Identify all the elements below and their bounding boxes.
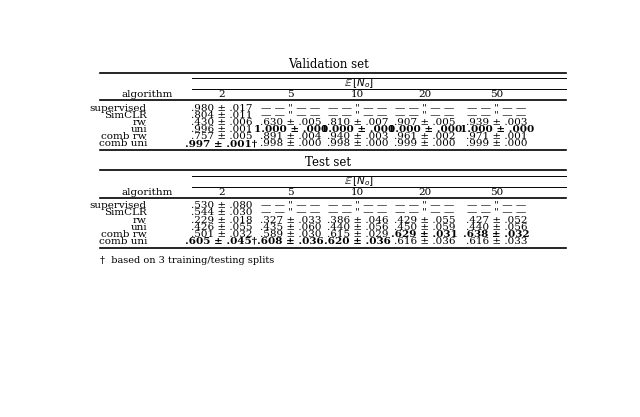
- Text: .961 ± .002: .961 ± .002: [394, 132, 456, 141]
- Text: 10: 10: [351, 188, 364, 197]
- Text: — — " — —: — — " — —: [467, 111, 526, 120]
- Text: .940 ± .003: .940 ± .003: [327, 132, 388, 141]
- Text: .429 ± .055: .429 ± .055: [394, 216, 456, 225]
- Text: .450 ± .059: .450 ± .059: [394, 223, 456, 232]
- Text: .996 ± .001: .996 ± .001: [191, 125, 252, 134]
- Text: 1.000 ± .000: 1.000 ± .000: [321, 125, 395, 134]
- Text: .757 ± .005: .757 ± .005: [191, 132, 252, 141]
- Text: .426 ± .055: .426 ± .055: [191, 223, 252, 232]
- Text: 2: 2: [218, 188, 225, 197]
- Text: .804 ± .011: .804 ± .011: [191, 111, 252, 120]
- Text: .440 ± .056: .440 ± .056: [466, 223, 527, 232]
- Text: .229 ± .018: .229 ± .018: [191, 216, 252, 225]
- Text: — — " — —: — — " — —: [261, 208, 321, 217]
- Text: 2: 2: [218, 90, 225, 99]
- Text: .971 ± .001: .971 ± .001: [466, 132, 527, 141]
- Text: supervised: supervised: [90, 201, 147, 210]
- Text: — — " — —: — — " — —: [395, 201, 454, 210]
- Text: .638 ± .032: .638 ± .032: [463, 229, 530, 239]
- Text: .427 ± .052: .427 ± .052: [466, 216, 527, 225]
- Text: .891 ± .004: .891 ± .004: [260, 132, 321, 141]
- Text: — — " — —: — — " — —: [328, 111, 387, 120]
- Text: SimCLR: SimCLR: [104, 111, 147, 120]
- Text: 5: 5: [287, 90, 294, 99]
- Text: — — " — —: — — " — —: [328, 201, 387, 210]
- Text: comb rw: comb rw: [101, 229, 147, 239]
- Text: uni: uni: [131, 125, 147, 134]
- Text: — — " — —: — — " — —: [395, 104, 454, 113]
- Text: 20: 20: [418, 90, 431, 99]
- Text: 20: 20: [418, 188, 431, 197]
- Text: .615 ± .029: .615 ± .029: [327, 229, 388, 239]
- Text: algorithm: algorithm: [121, 188, 173, 197]
- Text: .327 ± .033: .327 ± .033: [260, 216, 321, 225]
- Text: — — " — —: — — " — —: [261, 104, 321, 113]
- Text: .939 ± .003: .939 ± .003: [466, 118, 527, 128]
- Text: .608 ± .036: .608 ± .036: [257, 236, 324, 246]
- Text: .998 ± .000: .998 ± .000: [260, 139, 321, 148]
- Text: .907 ± .005: .907 ± .005: [394, 118, 456, 128]
- Text: 5: 5: [287, 188, 294, 197]
- Text: 1.000 ± .000: 1.000 ± .000: [253, 125, 328, 134]
- Text: .999 ± .000: .999 ± .000: [394, 139, 456, 148]
- Text: — — " — —: — — " — —: [261, 111, 321, 120]
- Text: comb rw: comb rw: [101, 132, 147, 141]
- Text: comb uni: comb uni: [99, 139, 147, 148]
- Text: .605 ± .045†: .605 ± .045†: [186, 236, 257, 246]
- Text: — — " — —: — — " — —: [328, 208, 387, 217]
- Text: $\mathbb{E}\,[N_o]$: $\mathbb{E}\,[N_o]$: [344, 77, 374, 90]
- Text: .501 ± .032: .501 ± .032: [191, 229, 252, 239]
- Text: $\mathbb{E}\,[N_o]$: $\mathbb{E}\,[N_o]$: [344, 174, 374, 188]
- Text: †  based on 3 training/testing splits: † based on 3 training/testing splits: [100, 256, 274, 265]
- Text: — — " — —: — — " — —: [467, 104, 526, 113]
- Text: — — " — —: — — " — —: [328, 104, 387, 113]
- Text: 50: 50: [490, 188, 503, 197]
- Text: — — " — —: — — " — —: [467, 208, 526, 217]
- Text: .430 ± .006: .430 ± .006: [191, 118, 252, 128]
- Text: .616 ± .036: .616 ± .036: [394, 236, 456, 246]
- Text: .616 ± .033: .616 ± .033: [466, 236, 527, 246]
- Text: 1.000 ± .000: 1.000 ± .000: [460, 125, 534, 134]
- Text: .630 ± .005: .630 ± .005: [260, 118, 321, 128]
- Text: .810 ± .007: .810 ± .007: [327, 118, 388, 128]
- Text: .530 ± .080: .530 ± .080: [191, 201, 252, 210]
- Text: .544 ± .030: .544 ± .030: [191, 208, 252, 217]
- Text: 10: 10: [351, 90, 364, 99]
- Text: .998 ± .000: .998 ± .000: [327, 139, 388, 148]
- Text: Validation set: Validation set: [287, 58, 369, 71]
- Text: rw: rw: [133, 118, 147, 128]
- Text: .386 ± .046: .386 ± .046: [327, 216, 388, 225]
- Text: — — " — —: — — " — —: [395, 111, 454, 120]
- Text: .440 ± .056: .440 ± .056: [327, 223, 388, 232]
- Text: .980 ± .017: .980 ± .017: [191, 104, 252, 113]
- Text: SimCLR: SimCLR: [104, 208, 147, 217]
- Text: comb uni: comb uni: [99, 236, 147, 246]
- Text: supervised: supervised: [90, 104, 147, 113]
- Text: .589 ± .030: .589 ± .030: [260, 229, 321, 239]
- Text: .620 ± .036: .620 ± .036: [324, 236, 391, 246]
- Text: uni: uni: [131, 223, 147, 232]
- Text: .999 ± .000: .999 ± .000: [466, 139, 527, 148]
- Text: algorithm: algorithm: [121, 90, 173, 99]
- Text: — — " — —: — — " — —: [261, 201, 321, 210]
- Text: Test set: Test set: [305, 156, 351, 169]
- Text: 1.000 ± .000: 1.000 ± .000: [388, 125, 462, 134]
- Text: — — " — —: — — " — —: [395, 208, 454, 217]
- Text: .997 ± .001†: .997 ± .001†: [185, 139, 257, 148]
- Text: rw: rw: [133, 216, 147, 225]
- Text: .435 ± .060: .435 ± .060: [260, 223, 321, 232]
- Text: 50: 50: [490, 90, 503, 99]
- Text: — — " — —: — — " — —: [467, 201, 526, 210]
- Text: .629 ± .031: .629 ± .031: [391, 229, 458, 239]
